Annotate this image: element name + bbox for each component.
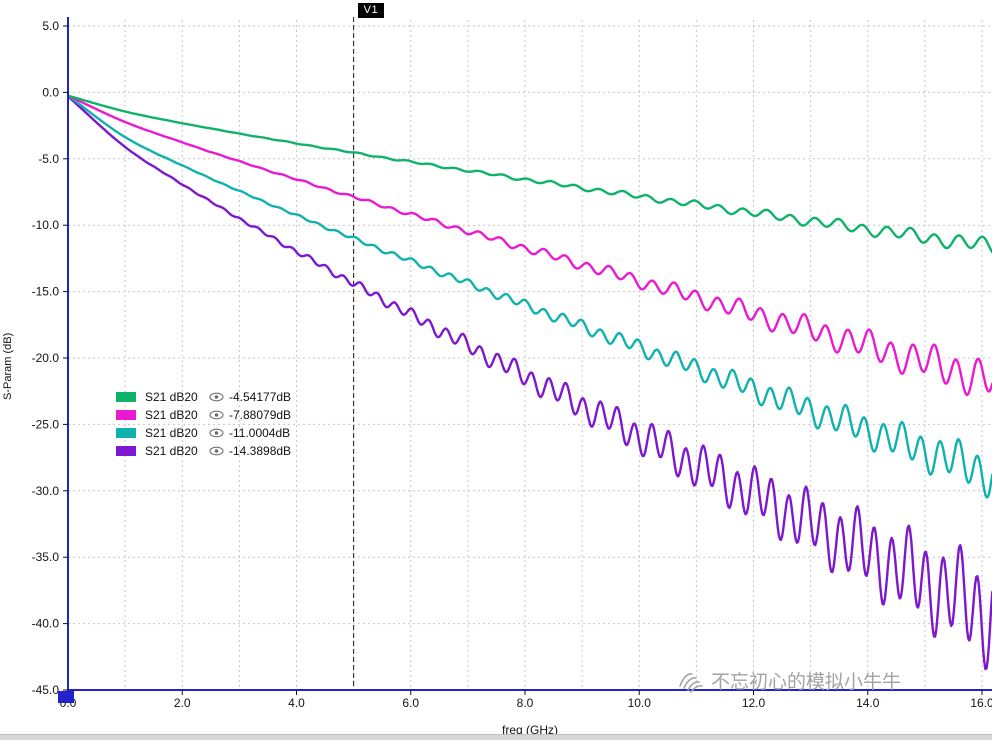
svg-text:-40.0: -40.0 (32, 617, 60, 631)
legend-trace-label: S21 dB20 (145, 444, 198, 458)
svg-text:-15.0: -15.0 (32, 285, 60, 299)
svg-text:16.0: 16.0 (970, 696, 992, 710)
gridlines (68, 20, 992, 690)
trace-s21-1 (68, 94, 992, 254)
y-tick-labels: 5.0 0.0 -5.0 -10.0 -15.0 -20.0 -25.0 -30.0 -35.0… (32, 19, 60, 697)
trace-s21-4 (68, 95, 992, 671)
trace-s21-3 (68, 94, 992, 499)
legend-marker-value: -4.54177dB (229, 390, 292, 404)
legend-trace-label: S21 dB20 (145, 426, 198, 440)
eye-icon[interactable] (209, 428, 229, 438)
watermark: 不忘初心的模拟小牛牛 (676, 666, 901, 694)
svg-text:-25.0: -25.0 (32, 417, 60, 431)
svg-text:-10.0: -10.0 (32, 218, 60, 232)
legend-color-swatch (116, 428, 136, 438)
svg-text:-5.0: -5.0 (38, 152, 59, 166)
svg-text:12.0: 12.0 (742, 696, 766, 710)
legend-trace-label: S21 dB20 (145, 408, 198, 422)
eye-icon[interactable] (209, 392, 229, 402)
svg-text:2.0: 2.0 (174, 696, 191, 710)
legend: S21 dB20 -4.54177dB S21 dB20 -7.88079dB … (116, 388, 291, 460)
legend-row[interactable]: S21 dB20 -7.88079dB (116, 406, 291, 424)
legend-color-swatch (116, 446, 136, 456)
x-tick-labels: 0.02.04.06.08.010.012.014.016.0 (60, 696, 992, 710)
legend-row[interactable]: S21 dB20 -14.3898dB (116, 442, 291, 460)
watermark-text: 不忘初心的模拟小牛牛 (711, 671, 902, 693)
trace-s21-2 (68, 94, 992, 397)
eye-icon[interactable] (209, 410, 229, 420)
svg-text:4.0: 4.0 (288, 696, 305, 710)
axes (67, 17, 992, 691)
eye-icon[interactable] (209, 446, 229, 456)
traces (68, 94, 992, 671)
legend-marker-value: -14.3898dB (229, 444, 292, 458)
marker-label[interactable]: V1 (357, 3, 385, 18)
svg-text:-30.0: -30.0 (32, 484, 60, 498)
svg-text:-20.0: -20.0 (32, 351, 60, 365)
legend-color-swatch (116, 392, 136, 402)
legend-row[interactable]: S21 dB20 -11.0004dB (116, 424, 291, 442)
horizontal-scrollbar[interactable] (0, 734, 992, 740)
svg-text:5.0: 5.0 (42, 19, 59, 33)
svg-text:10.0: 10.0 (628, 696, 652, 710)
y-axis-title: S-Param (dB) (2, 332, 14, 400)
svg-text:6.0: 6.0 (402, 696, 419, 710)
svg-text:8.0: 8.0 (517, 696, 534, 710)
svg-text:-45.0: -45.0 (32, 683, 60, 697)
hand-doodle-icon (679, 673, 703, 693)
svg-text:-35.0: -35.0 (32, 550, 60, 564)
axis-origin-handle[interactable] (58, 691, 74, 703)
legend-color-swatch (116, 410, 136, 420)
legend-trace-label: S21 dB20 (145, 390, 198, 404)
x-axis-title: freq (GHz) (501, 723, 558, 737)
svg-text:14.0: 14.0 (856, 696, 880, 710)
legend-row[interactable]: S21 dB20 -4.54177dB (116, 388, 291, 406)
legend-marker-value: -11.0004dB (229, 426, 291, 440)
legend-marker-value: -7.88079dB (229, 408, 292, 422)
svg-text:0.0: 0.0 (42, 85, 59, 99)
